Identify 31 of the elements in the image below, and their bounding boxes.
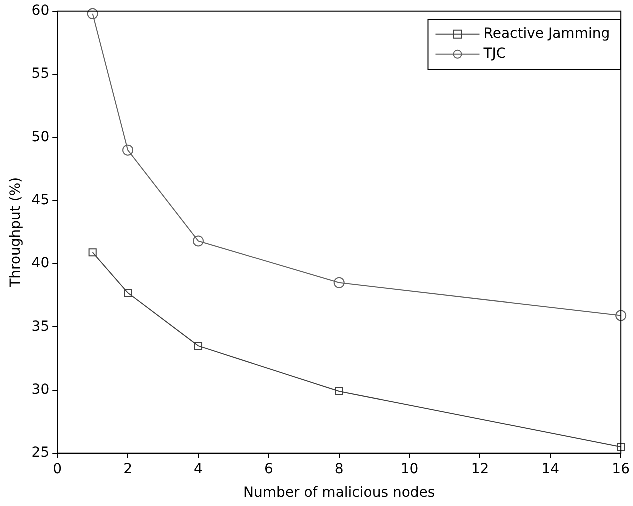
x-tick-label: 2: [124, 461, 133, 478]
legend-label: TJC: [482, 46, 506, 62]
point: [617, 443, 626, 452]
legend-label: Reactive Jamming: [484, 26, 610, 42]
x-tick-label: 8: [334, 461, 344, 478]
point: [192, 236, 204, 247]
y-tick-label: 60: [32, 3, 50, 20]
y-axis-title: Throughput (%): [8, 177, 24, 288]
point: [124, 288, 132, 298]
y-tick-label: 50: [32, 129, 50, 146]
point: [122, 144, 134, 156]
y-tick-label: 25: [32, 445, 50, 462]
y-tick-label: 40: [32, 256, 50, 272]
point: [334, 277, 345, 288]
x-tick-label: 0: [53, 461, 62, 478]
point: [335, 387, 344, 396]
y-tick-label: 35: [32, 318, 50, 335]
x-tick-label: 10: [400, 461, 419, 478]
point: [616, 310, 627, 322]
point: [88, 248, 97, 257]
y-tick-label: 45: [32, 192, 50, 208]
x-tick-label: 14: [542, 461, 560, 478]
x-tick-label: 6: [264, 461, 274, 478]
point: [87, 8, 98, 20]
x-axis-title: Number of malicious nodes: [244, 485, 436, 502]
y-tick-label: 30: [32, 382, 50, 398]
x-tick-label: 4: [194, 461, 204, 478]
y-tick-label: 55: [32, 66, 50, 82]
x-tick-label: 12: [471, 461, 490, 478]
x-tick-label: 16: [612, 461, 630, 478]
point: [194, 342, 203, 350]
